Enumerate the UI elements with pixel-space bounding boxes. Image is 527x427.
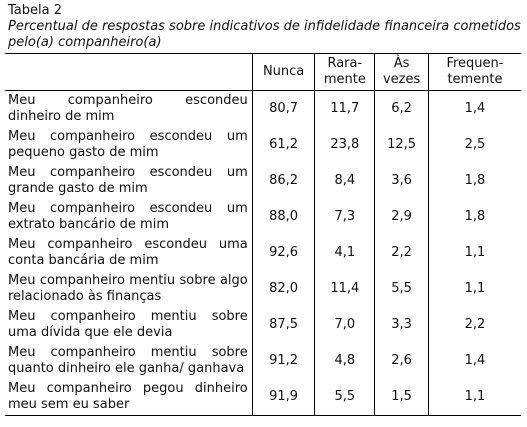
cell-value: 5,5 <box>374 271 429 307</box>
cell-value: 88,0 <box>251 199 315 235</box>
cell-value: 3,3 <box>374 307 429 343</box>
table-row: Meu companheiro pegou dinheiro meu sem e… <box>5 379 521 416</box>
cell-value: 4,1 <box>314 235 375 271</box>
row-label: Meu companheiro mentiu sobre uma dívida … <box>8 309 248 340</box>
column-header: Frequen- temente <box>427 53 521 91</box>
table-row: Meu companheiro mentiu sobre uma dívida … <box>5 307 521 343</box>
cell-value: 6,2 <box>374 90 429 127</box>
cell-value: 11,4 <box>314 271 375 307</box>
cell-value: 2,6 <box>374 343 429 379</box>
cell-value: 91,9 <box>251 379 315 416</box>
table-row: Meu companheiro escondeu um grande gasto… <box>5 163 521 199</box>
row-label: Meu companheiro escondeu uma conta bancá… <box>8 237 248 268</box>
cell-value: 87,5 <box>251 307 315 343</box>
cell-value: 2,9 <box>374 199 429 235</box>
row-label: Meu companheiro escondeu dinheiro de mim <box>8 93 248 124</box>
cell-value: 1,4 <box>427 343 521 379</box>
cell-value: 61,2 <box>251 127 315 163</box>
cell-value: 1,4 <box>427 90 521 127</box>
column-header: Rara- mente <box>314 53 375 91</box>
cell-value: 11,7 <box>314 90 375 127</box>
data-table: Nunca Rara- mente Às vezes Frequen- temente… <box>5 53 521 416</box>
row-label: Meu companheiro mentiu sobre quanto dinh… <box>8 345 248 376</box>
cell-value: 82,0 <box>251 271 315 307</box>
cell-value: 8,4 <box>314 163 375 199</box>
row-label: Meu companheiro pegou dinheiro meu sem e… <box>5 379 253 416</box>
table-row: Meu companheiro mentiu sobre algo relaci… <box>5 271 521 307</box>
cell-value: 86,2 <box>251 163 315 199</box>
cell-value: 92,6 <box>251 235 315 271</box>
cell-value: 5,5 <box>314 379 375 416</box>
cell-value: 3,6 <box>374 163 429 199</box>
cell-value: 4,8 <box>314 343 375 379</box>
row-label: Meu companheiro escondeu um pequeno gast… <box>8 129 248 160</box>
table-row: Meu companheiro escondeu um extrato banc… <box>5 199 521 235</box>
header-row: Nunca Rara- mente Às vezes Frequen- temente <box>5 53 521 91</box>
cell-value: 2,2 <box>374 235 429 271</box>
table-body: Meu companheiro escondeu dinheiro de mim… <box>5 90 521 416</box>
row-label: Meu companheiro mentiu sobre algo relaci… <box>8 273 248 304</box>
corner-cell <box>5 53 253 91</box>
column-header: Nunca <box>251 53 315 91</box>
table-row: Meu companheiro mentiu sobre quanto dinh… <box>5 343 521 379</box>
cell-value: 1,5 <box>374 379 429 416</box>
cell-value: 1,1 <box>427 271 521 307</box>
cell-value: 12,5 <box>374 127 429 163</box>
cell-value: 7,0 <box>314 307 375 343</box>
cell-value: 80,7 <box>251 90 315 127</box>
cell-value: 2,2 <box>427 307 521 343</box>
row-label: Meu companheiro escondeu um grande gasto… <box>8 165 248 196</box>
table-row: Meu companheiro escondeu uma conta bancá… <box>5 235 521 271</box>
cell-value: 1,8 <box>427 163 521 199</box>
table-row: Meu companheiro escondeu dinheiro de mim… <box>5 90 521 127</box>
document: Tabela 2 Percentual de respostas sobre i… <box>5 3 521 416</box>
cell-value: 1,8 <box>427 199 521 235</box>
table-caption: Percentual de respostas sobre indicativo… <box>8 19 521 50</box>
cell-value: 7,3 <box>314 199 375 235</box>
column-header: Às vezes <box>374 53 429 91</box>
table-row: Meu companheiro escondeu um pequeno gast… <box>5 127 521 163</box>
cell-value: 23,8 <box>314 127 375 163</box>
cell-value: 1,1 <box>427 235 521 271</box>
cell-value: 2,5 <box>427 127 521 163</box>
cell-value: 91,2 <box>251 343 315 379</box>
cell-value: 1,1 <box>427 379 521 416</box>
row-label: Meu companheiro escondeu um extrato banc… <box>8 201 248 232</box>
table-title: Tabela 2 <box>8 3 62 18</box>
